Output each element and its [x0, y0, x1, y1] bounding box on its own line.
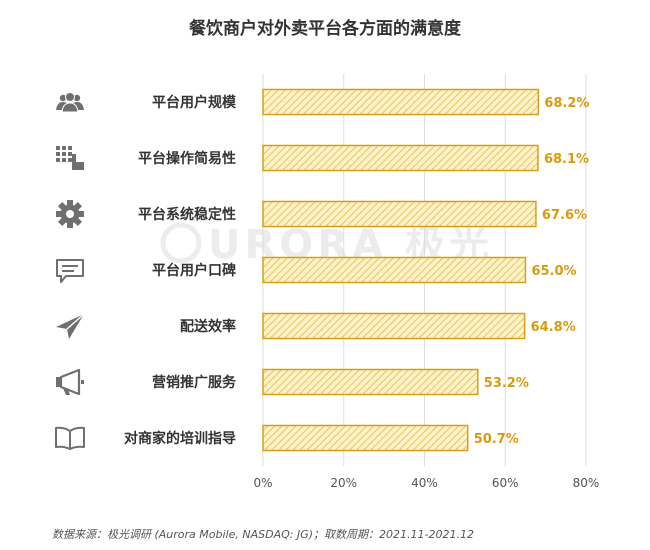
value-label: 53.2% [484, 376, 529, 391]
value-label: 68.2% [544, 96, 589, 111]
bar-3 [262, 200, 537, 228]
category-label: 平台用户规模 [152, 94, 237, 111]
category-label: 营销推广服务 [152, 374, 237, 391]
message-icon [56, 259, 84, 283]
x-tick-label: 0% [253, 476, 272, 490]
chart-title: 餐饮商户对外卖平台各方面的满意度 [189, 19, 461, 39]
bar-2 [262, 144, 539, 172]
gear-icon [56, 200, 84, 228]
book-icon [55, 426, 85, 450]
category-label: 平台系统稳定性 [138, 206, 236, 223]
source-note: 数据来源：极光调研 (Aurora Mobile, NASDAQ: JG)；取数… [52, 528, 474, 541]
value-label: 50.7% [474, 432, 519, 447]
watermark-logo-icon [160, 222, 202, 264]
bar-6 [262, 368, 479, 396]
bar-5 [262, 312, 526, 340]
value-label: 68.1% [544, 152, 589, 167]
bar-4 [262, 256, 527, 284]
x-tick-label: 80% [573, 476, 600, 490]
value-label: 67.6% [542, 208, 587, 223]
bar-7 [262, 424, 469, 452]
category-label: 配送效率 [180, 318, 236, 335]
grid-touch-icon [56, 146, 84, 170]
paper-plane-icon [56, 313, 85, 339]
category-label: 平台操作简易性 [138, 150, 236, 167]
category-label: 平台用户口碑 [152, 262, 236, 279]
x-tick-label: 20% [330, 476, 357, 490]
x-tick-label: 60% [492, 476, 519, 490]
category-label: 对商家的培训指导 [124, 430, 236, 447]
x-tick-label: 40% [411, 476, 438, 490]
value-label: 64.8% [531, 320, 576, 335]
users-icon [56, 92, 84, 113]
value-label: 65.0% [531, 264, 576, 279]
bar-1 [262, 88, 540, 116]
megaphone-icon [56, 368, 84, 396]
